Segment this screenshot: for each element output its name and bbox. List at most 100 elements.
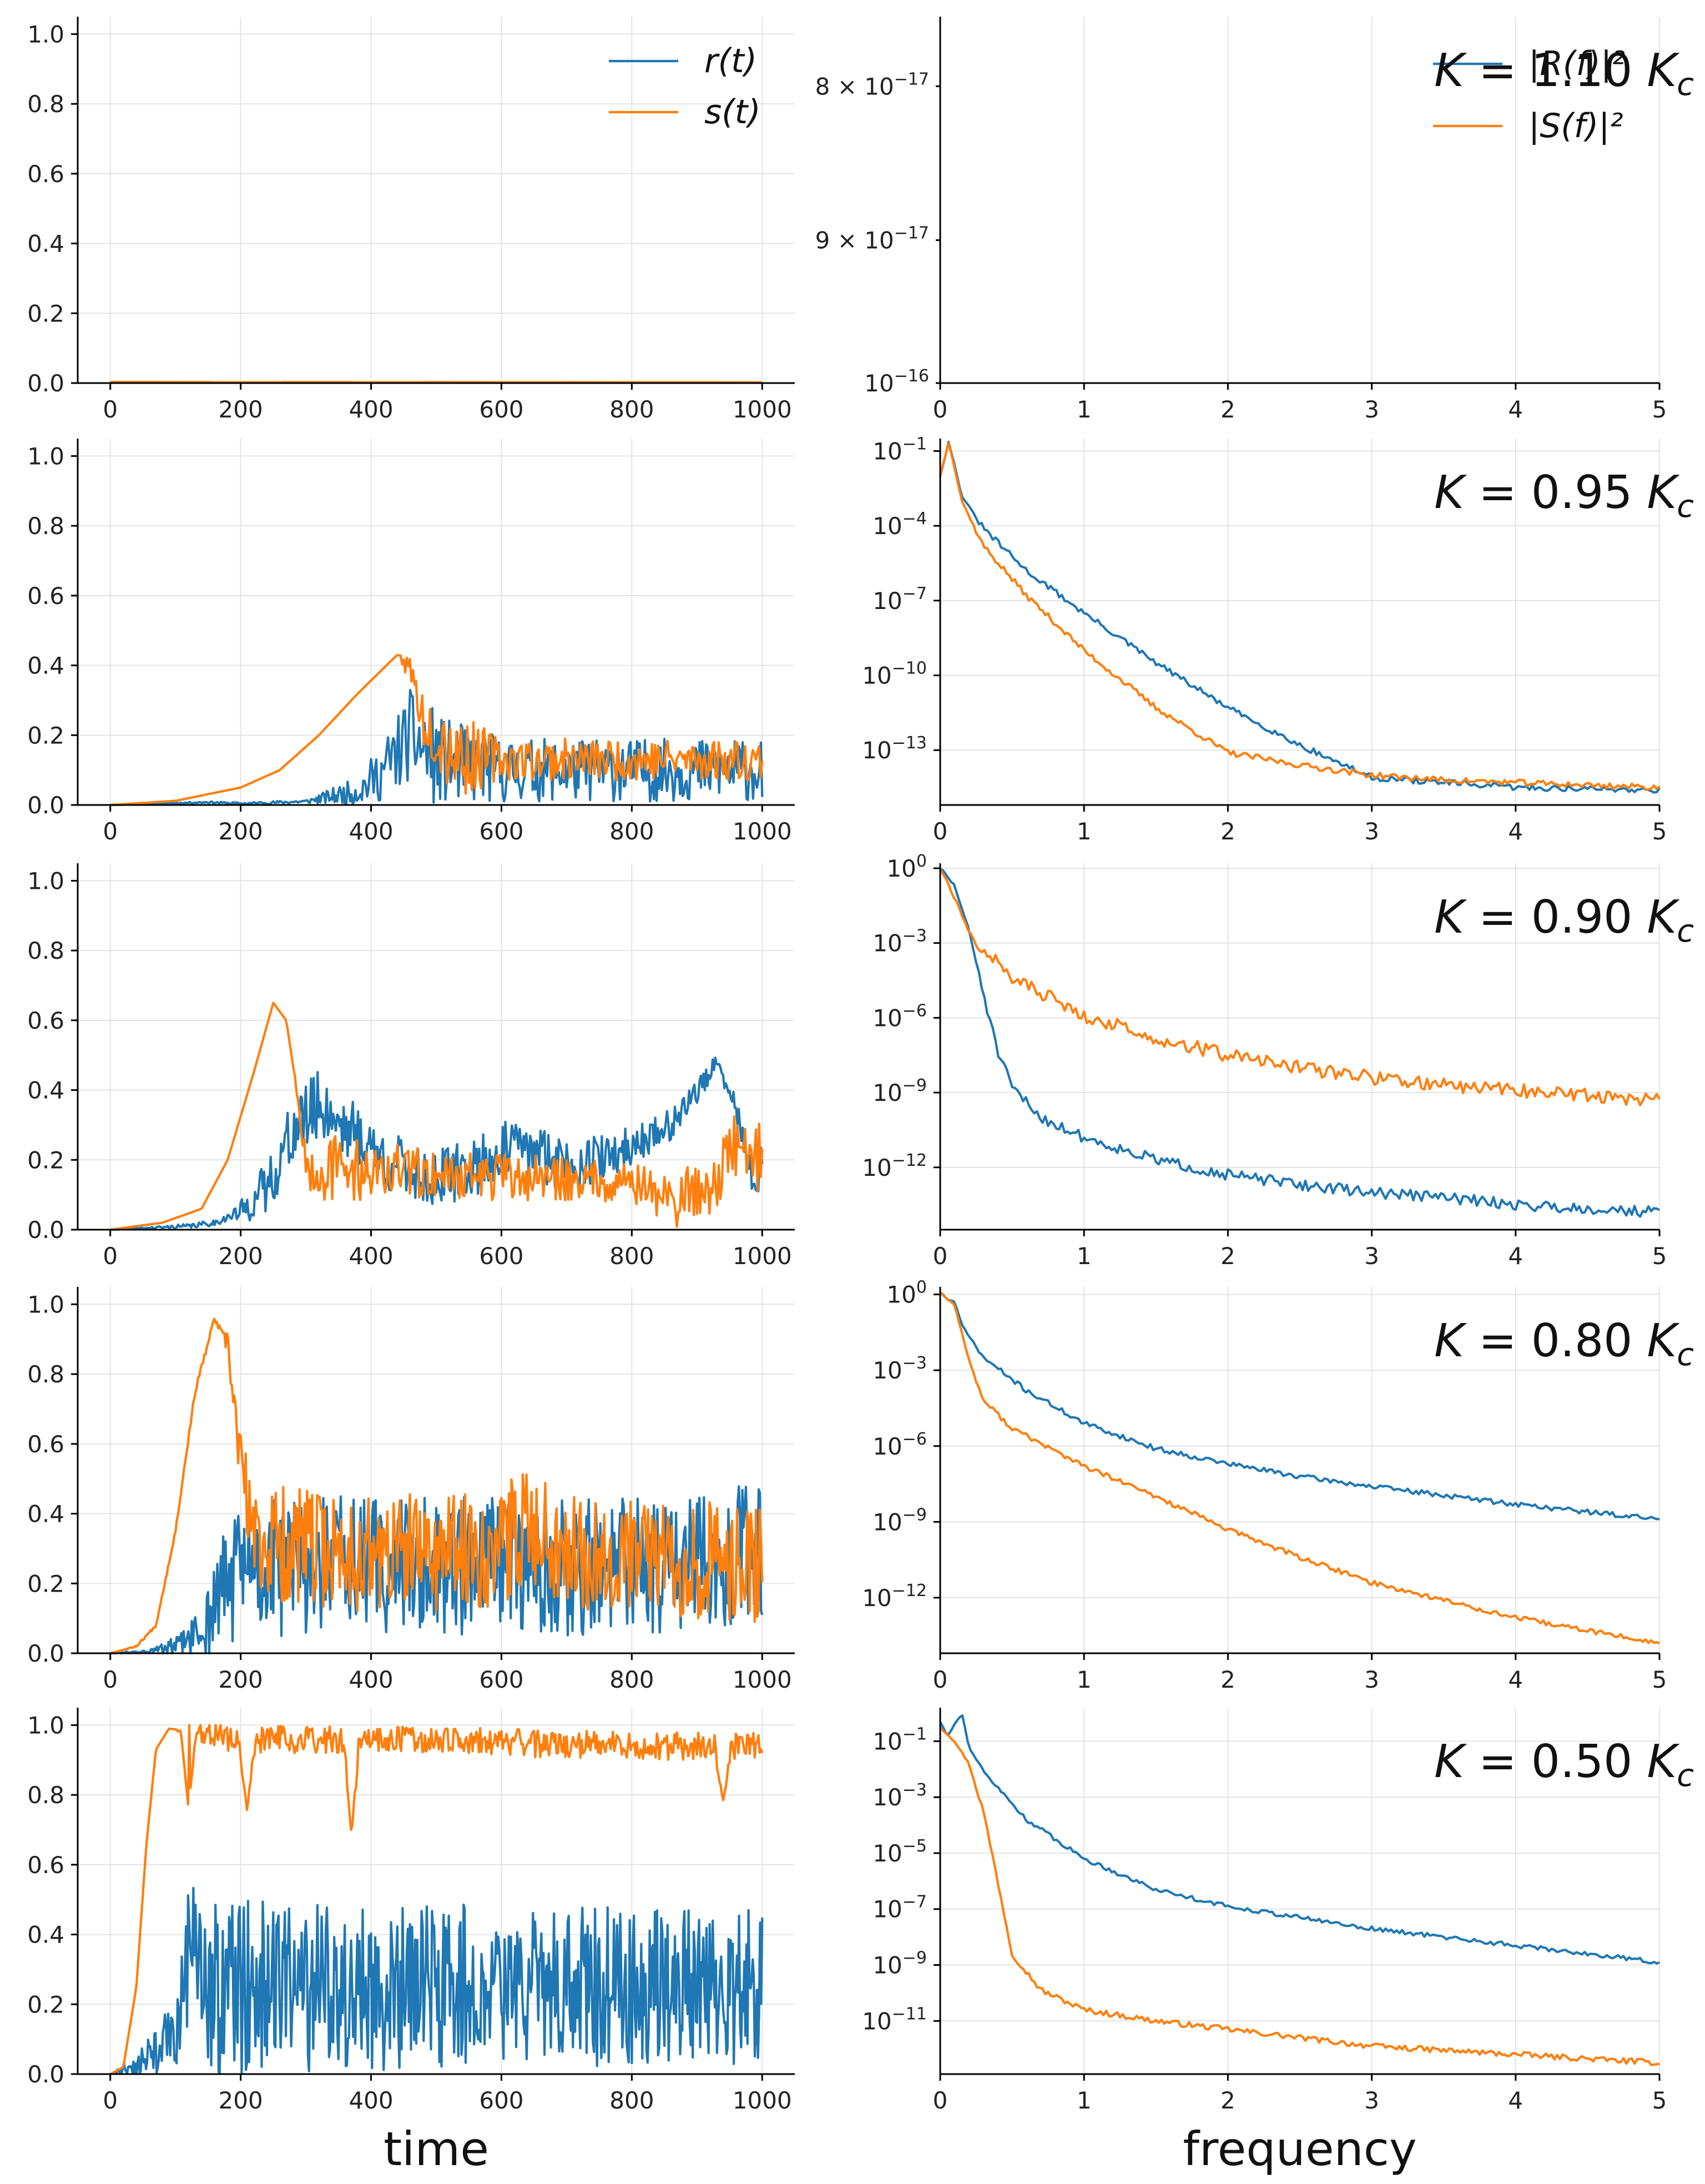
x-tick-label: 5	[1652, 2087, 1667, 2114]
series-line-s	[939, 442, 1661, 791]
chart-time-1.10: 0 200 400 600 800 1000 0.0 0.2 0.4 0.6 0.8 1.0 r(t) s…	[27, 17, 795, 423]
x-tick-label: 400	[349, 396, 393, 423]
x-tick-label: 0	[103, 396, 118, 423]
x-tick-label: 800	[609, 1666, 654, 1693]
x-tick-label: 5	[1652, 1666, 1667, 1693]
x-tick-label: 1000	[733, 2087, 792, 2114]
x-tick-label: 1	[1077, 2087, 1092, 2114]
y-tick-label: 0.8	[27, 512, 64, 540]
x-tick-label: 600	[479, 2087, 523, 2114]
x-tick-label: 1	[1077, 1242, 1092, 1270]
series-line-r	[939, 1291, 1660, 1521]
y-tick-label: 10−7	[872, 1893, 927, 1923]
y-tick-label: 10−4	[872, 509, 927, 540]
chart-time-0.50: 0 200 400 600 800 1000 0.0 0.2 0.4 0.6 0.8 1.0 time	[27, 1708, 795, 2176]
x-tick-label: 4	[1508, 2087, 1523, 2114]
series-line-r	[940, 868, 1660, 1218]
y-tick-label: 0.6	[27, 160, 64, 188]
y-tick-label: 0.8	[27, 1782, 64, 1809]
series-line-s	[939, 868, 1661, 1106]
y-tick-label: 10−3	[872, 1353, 927, 1384]
y-tick-label: 0.8	[27, 937, 64, 964]
k-annotation: K = 0.50 Kc	[1434, 1735, 1694, 1794]
x-tick-label: 1000	[733, 818, 792, 845]
x-tick-label: 0	[103, 2087, 118, 2114]
y-tick-label: 100	[886, 1278, 927, 1309]
series-line-s	[109, 1724, 764, 2075]
legend: |R(f)|² |S(f)|²	[1433, 44, 1625, 145]
x-tick-label: 1000	[733, 1666, 792, 1693]
y-tick-label: 10−7	[872, 584, 927, 615]
x-tick-label: 5	[1652, 396, 1667, 423]
x-tick-label: 1000	[733, 396, 792, 423]
x-tick-label: 1	[1077, 396, 1092, 423]
x-tick-label: 3	[1364, 2087, 1379, 2114]
grid	[78, 17, 795, 384]
x-tick-label: 4	[1508, 1242, 1523, 1270]
series-line-s	[939, 1291, 1660, 1645]
k-annotation: K = 1.10 Kc	[1434, 44, 1694, 103]
y-tick-label: 0.6	[27, 1851, 64, 1879]
y-tick-label: 0.0	[27, 2061, 64, 2088]
y-tick-label: 10−12	[862, 1151, 927, 1181]
grid	[78, 439, 795, 806]
y-tick-label: 10−5	[872, 1836, 927, 1867]
y-tick-label: 0.4	[27, 1077, 64, 1104]
x-tick-label: 600	[479, 818, 523, 845]
chart-freq-0.50: 0 1 2 3 4 5 10−1 10−3 10−5 10−7 10−9 10−11 K = 0.50 …	[862, 1708, 1694, 2176]
y-tick-label: 100	[886, 852, 927, 882]
series-group	[939, 440, 1661, 794]
x-tick-label: 0	[933, 1666, 948, 1693]
y-tick-label: 0.6	[27, 1431, 64, 1458]
y-tick-label: 0.8	[27, 90, 64, 118]
x-axis-label: frequency	[1183, 2122, 1416, 2176]
x-tick-label: 200	[219, 396, 263, 423]
y-tick-label: 10−6	[872, 1001, 927, 1031]
y-tick-label: 1.0	[27, 442, 64, 470]
chart-freq-0.80: 0 1 2 3 4 5 100 10−3 10−6 10−9 10−12 K = 0.80 Kc	[862, 1278, 1694, 1693]
y-tick-label: 0.6	[27, 582, 64, 610]
series-group	[939, 868, 1661, 1218]
series-line-r	[110, 689, 764, 807]
y-tick-label: 10−3	[872, 1780, 927, 1811]
y-tick-label: 9 × 10−17	[815, 224, 929, 254]
y-tick-label: 10−11	[862, 2004, 927, 2035]
x-tick-label: 2	[1220, 1242, 1235, 1270]
series-group	[939, 1714, 1660, 2066]
series-line-s	[939, 1727, 1659, 2066]
x-tick-label: 3	[1364, 1666, 1379, 1693]
series-line-r	[939, 440, 1661, 794]
x-tick-label: 3	[1364, 396, 1379, 423]
series-group	[939, 1291, 1660, 1645]
y-tick-label: 0.0	[27, 792, 64, 819]
series-group	[110, 653, 764, 807]
y-tick-label: 0.2	[27, 722, 64, 749]
series-group	[110, 1002, 764, 1231]
chart-time-0.95: 0 200 400 600 800 1000 0.0 0.2 0.4 0.6 0.8 1.0	[27, 439, 795, 845]
y-tick-label: 10−9	[872, 1505, 927, 1536]
y-tick-label: 1.0	[27, 21, 64, 48]
y-tick-label: 0.2	[27, 1146, 64, 1174]
legend-label: |R(f)|²	[1529, 44, 1625, 83]
y-tick-label: 10−13	[862, 733, 927, 764]
y-tick-label: 0.4	[27, 1921, 64, 1949]
x-tick-label: 400	[349, 818, 393, 845]
y-tick-label: 10−12	[862, 1581, 927, 1612]
x-tick-label: 400	[349, 1242, 393, 1270]
k-annotation: K = 0.80 Kc	[1434, 1315, 1694, 1373]
x-tick-label: 4	[1508, 818, 1523, 845]
y-tick-label: 10−16	[864, 366, 929, 397]
x-tick-label: 0	[933, 818, 948, 845]
y-tick-label: 10−6	[872, 1430, 927, 1460]
y-tick-label: 10−1	[872, 434, 927, 465]
x-tick-label: 200	[219, 1666, 263, 1693]
series-line-r	[110, 1056, 764, 1231]
y-tick-label: 0.2	[27, 1570, 64, 1597]
x-tick-label: 600	[479, 1242, 523, 1270]
legend-label: s(t)	[704, 93, 761, 132]
y-tick-label: 10−1	[872, 1724, 927, 1755]
y-tick-label: 1.0	[27, 1712, 64, 1739]
y-tick-label: 10−10	[862, 659, 927, 690]
y-tick-label: 1.0	[27, 1291, 64, 1318]
